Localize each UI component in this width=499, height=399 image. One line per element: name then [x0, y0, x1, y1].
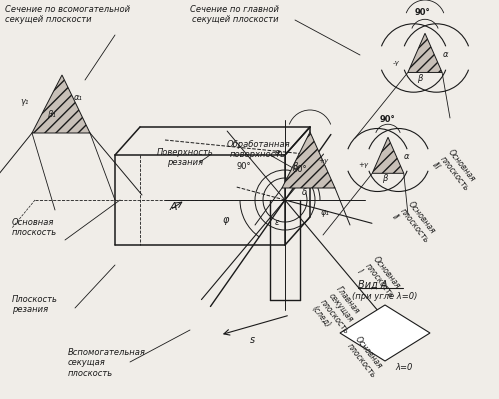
Text: (при угле λ=0): (при угле λ=0) — [352, 292, 417, 301]
Text: 90°: 90° — [380, 115, 396, 124]
Text: 90°: 90° — [237, 162, 251, 171]
Text: α₁: α₁ — [74, 93, 83, 102]
Text: Основная
плоскость
I: Основная плоскость I — [355, 255, 404, 306]
Text: Плоскость
резания: Плоскость резания — [12, 295, 58, 314]
Text: +γ: +γ — [358, 162, 368, 168]
Text: δ: δ — [302, 188, 307, 197]
Text: Вспомогательная
секущая
плоскость: Вспомогательная секущая плоскость — [68, 348, 146, 378]
Polygon shape — [32, 75, 90, 133]
Text: φ₁: φ₁ — [321, 208, 330, 217]
Text: β: β — [382, 174, 387, 183]
Text: Основная
плоскость
II: Основная плоскость II — [390, 200, 439, 251]
Text: α: α — [275, 148, 280, 157]
Text: α: α — [404, 152, 410, 161]
Polygon shape — [408, 33, 442, 73]
Text: β: β — [417, 74, 422, 83]
Text: 90°: 90° — [293, 165, 307, 174]
Polygon shape — [282, 132, 335, 188]
Text: s: s — [250, 335, 255, 345]
Text: 90°: 90° — [415, 8, 431, 17]
Text: A: A — [170, 202, 178, 212]
Text: ε: ε — [275, 218, 279, 227]
Text: Сечение по главной
секущей плоскости: Сечение по главной секущей плоскости — [191, 5, 279, 24]
Text: Основная
плоскость
III: Основная плоскость III — [430, 148, 479, 199]
Text: β: β — [292, 162, 297, 171]
Text: Основная
плоскость: Основная плоскость — [345, 335, 386, 379]
Text: +γ: +γ — [318, 158, 328, 164]
Text: Основная
плоскость: Основная плоскость — [12, 218, 57, 237]
Text: β₁: β₁ — [47, 110, 56, 119]
Polygon shape — [340, 305, 430, 361]
Text: Сечение по всомогательной
секущей плоскости: Сечение по всомогательной секущей плоско… — [5, 5, 130, 24]
Text: λ=0: λ=0 — [395, 363, 412, 372]
Text: Поверхность
резания: Поверхность резания — [157, 148, 214, 168]
Text: φ: φ — [223, 215, 230, 225]
Text: α: α — [443, 50, 449, 59]
Text: γ₁: γ₁ — [20, 97, 28, 106]
Text: Вид А: Вид А — [358, 280, 388, 290]
Polygon shape — [372, 137, 404, 173]
Text: Обработанная
поверхность: Обработанная поверхность — [226, 140, 290, 159]
Text: -γ: -γ — [393, 60, 400, 66]
Text: Главная
секущая
плоскость
(след): Главная секущая плоскость (след) — [310, 285, 367, 342]
